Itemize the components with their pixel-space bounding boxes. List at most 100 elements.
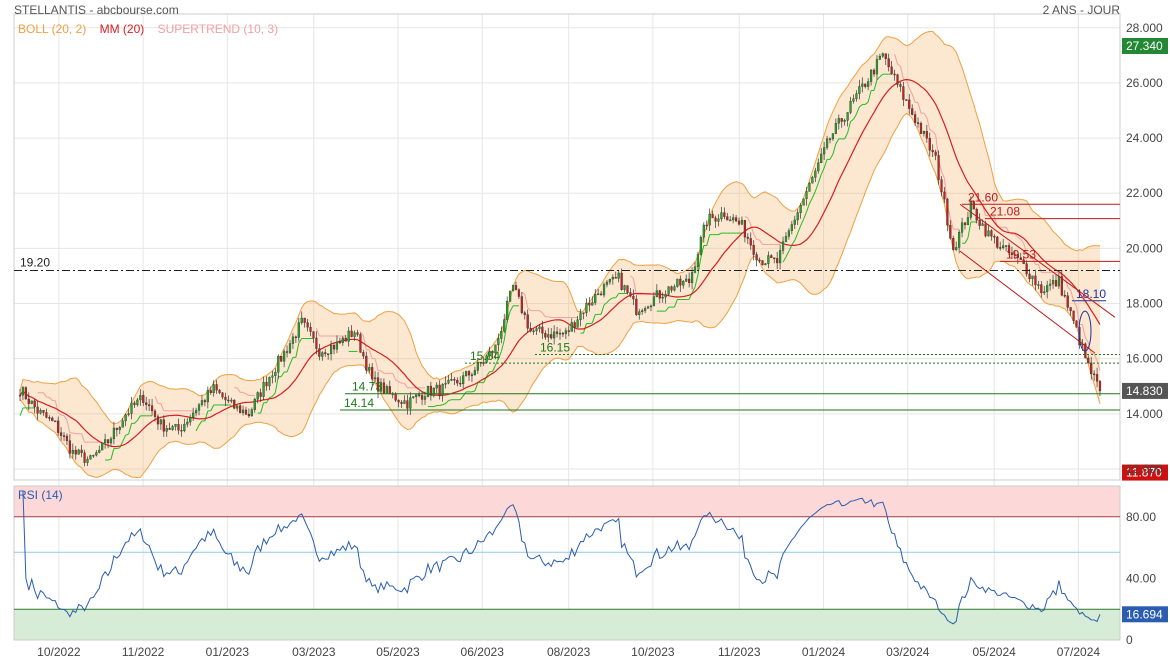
candle-body <box>641 310 644 312</box>
supertrend-segment <box>204 410 209 422</box>
candle-body <box>288 343 292 353</box>
supertrend-segment <box>867 90 872 103</box>
candle-body <box>831 133 835 140</box>
supertrend-segment <box>122 434 127 442</box>
candle-body <box>133 402 136 406</box>
candle-body <box>491 350 494 354</box>
legend-mm[interactable]: MM (20) <box>99 22 145 36</box>
candle-body <box>150 405 154 412</box>
supertrend-segment <box>315 327 320 337</box>
candle-body <box>902 86 905 100</box>
candle-body <box>80 449 83 453</box>
candle-body <box>344 337 347 342</box>
candle-body <box>714 217 717 222</box>
chart-title: STELLANTIS - abcbourse.com <box>14 3 179 17</box>
supertrend-segment <box>915 101 919 104</box>
y-tick-label: 24.000 <box>1126 131 1163 145</box>
supertrend-segment <box>1091 352 1095 355</box>
x-tick-label: 05/2024 <box>972 645 1016 659</box>
candle-body <box>843 120 846 122</box>
supertrend-segment <box>1070 290 1075 301</box>
candle-body <box>914 114 917 123</box>
candle-body <box>206 390 209 403</box>
candle-body <box>145 402 148 405</box>
candle-body <box>779 250 782 264</box>
rsi-label[interactable]: RSI (14) <box>18 488 63 502</box>
candle-body <box>1054 280 1058 287</box>
level-14-73-label: 14.73 <box>352 380 382 394</box>
candle-body <box>535 328 538 332</box>
candle-body <box>635 298 638 315</box>
candle-body <box>1051 280 1055 285</box>
candle-body <box>1037 284 1040 286</box>
supertrend-segment <box>847 121 852 134</box>
candle-body <box>773 257 776 260</box>
candle-body <box>174 423 177 427</box>
supertrend-segment <box>134 420 138 424</box>
candle-body <box>388 386 391 394</box>
candle-body <box>708 213 711 226</box>
supertrend-segment <box>897 63 901 67</box>
candle-body <box>752 244 755 255</box>
rsi-line <box>22 490 1101 625</box>
candle-body <box>617 272 620 279</box>
candle-body <box>21 387 25 396</box>
y-tick-label: 28.000 <box>1126 21 1163 35</box>
candle-body <box>805 191 808 200</box>
candle-body <box>1043 291 1046 294</box>
supertrend-segment <box>809 197 813 204</box>
candle-body <box>673 286 676 291</box>
candle-body <box>699 237 702 255</box>
candle-body <box>720 212 723 220</box>
rsi-frame <box>13 485 1121 641</box>
candle-body <box>441 384 444 396</box>
candle-body <box>594 293 597 303</box>
candle-body <box>978 220 981 226</box>
candle-body <box>303 317 306 323</box>
legend-boll[interactable]: BOLL (20, 2) <box>18 22 87 36</box>
candle-body <box>112 427 116 440</box>
candle-body <box>963 222 967 226</box>
candle-body <box>51 417 54 422</box>
candle-body <box>39 410 42 414</box>
supertrend-segment <box>19 407 24 416</box>
candle-body <box>62 435 66 437</box>
supertrend-segment <box>917 102 922 114</box>
candle-body <box>124 414 127 422</box>
candle-body <box>259 392 262 397</box>
y-tick-label: 16.000 <box>1126 352 1163 366</box>
candle-body <box>371 367 374 380</box>
candle-body <box>194 410 198 414</box>
candle-body <box>338 341 341 344</box>
supertrend-segment <box>697 257 702 276</box>
indicator-legend: BOLL (20, 2) MM (20) SUPERTREND (10, 3) <box>18 22 288 36</box>
rsi-panel: 80.00 40.00 0 16.694 <box>13 485 1168 647</box>
candle-body <box>1040 284 1043 294</box>
x-tick-label: 08/2023 <box>547 645 591 659</box>
legend-supertrend[interactable]: SUPERTREND (10, 3) <box>157 22 279 36</box>
candle-body <box>611 277 614 280</box>
candle-body <box>312 331 315 339</box>
supertrend-segment <box>548 316 552 319</box>
y-tick-label: 14.000 <box>1126 407 1163 421</box>
candle-body <box>999 247 1002 249</box>
supertrend-segment <box>442 403 446 406</box>
supertrend-segment <box>43 392 47 398</box>
candle-body <box>300 317 303 323</box>
candle-body <box>858 86 861 94</box>
candle-body <box>911 108 914 115</box>
rsi-value-text: 16.694 <box>1126 607 1163 621</box>
x-tick-label: 11/2022 <box>122 645 165 659</box>
candle-body <box>1066 295 1069 308</box>
supertrend-segment <box>926 117 931 130</box>
candle-body <box>629 292 632 297</box>
candle-body <box>564 330 567 334</box>
candle-body <box>632 295 635 300</box>
candle-body <box>787 230 791 237</box>
candle-body <box>168 428 171 430</box>
supertrend-segment <box>829 153 834 160</box>
y-tick-label: 22.000 <box>1126 186 1163 200</box>
candle-body <box>456 380 459 384</box>
candle-body <box>412 396 415 398</box>
candle-body <box>573 322 576 328</box>
